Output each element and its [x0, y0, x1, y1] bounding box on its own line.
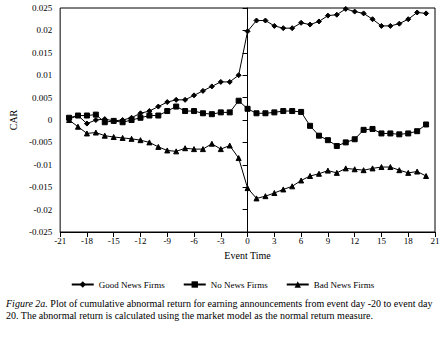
svg-text:Good News Firms: Good News Firms — [99, 280, 165, 290]
svg-text:0.01: 0.01 — [36, 70, 52, 80]
svg-text:-0.025: -0.025 — [29, 227, 53, 237]
svg-text:6: 6 — [299, 236, 304, 246]
svg-text:12: 12 — [350, 236, 359, 246]
svg-text:-0.02: -0.02 — [33, 205, 52, 215]
svg-text:-9: -9 — [163, 236, 171, 246]
svg-text:-12: -12 — [134, 236, 146, 246]
svg-text:-18: -18 — [81, 236, 93, 246]
html-text:Figure 2a. Plot of cumulative: Figure 2a. Plot of cumulative abnormal r… — [6, 298, 433, 321]
svg-text:Event Time: Event Time — [224, 250, 271, 261]
svg-text:21: 21 — [431, 236, 440, 246]
svg-text:-0.005: -0.005 — [29, 137, 53, 147]
svg-text:0.015: 0.015 — [32, 48, 53, 58]
svg-text:Bad News Firms: Bad News Firms — [314, 280, 375, 290]
svg-text:No News Firms: No News Firms — [211, 280, 268, 290]
svg-text:15: 15 — [377, 236, 387, 246]
svg-text:-3: -3 — [217, 236, 225, 246]
svg-text:-6: -6 — [190, 236, 198, 246]
svg-text:-0.015: -0.015 — [29, 182, 53, 192]
svg-text:0.025: 0.025 — [32, 3, 53, 13]
svg-text:0.005: 0.005 — [32, 93, 53, 103]
svg-text:-15: -15 — [108, 236, 120, 246]
svg-text:CAR: CAR — [8, 109, 19, 130]
svg-text:9: 9 — [326, 236, 331, 246]
svg-text:3: 3 — [272, 236, 277, 246]
svg-text:18: 18 — [404, 236, 414, 246]
svg-text:0: 0 — [48, 115, 53, 125]
svg-text:0: 0 — [245, 236, 250, 246]
svg-text:0.02: 0.02 — [36, 25, 52, 35]
svg-text:-0.01: -0.01 — [33, 160, 52, 170]
svg-text:-21: -21 — [54, 236, 66, 246]
